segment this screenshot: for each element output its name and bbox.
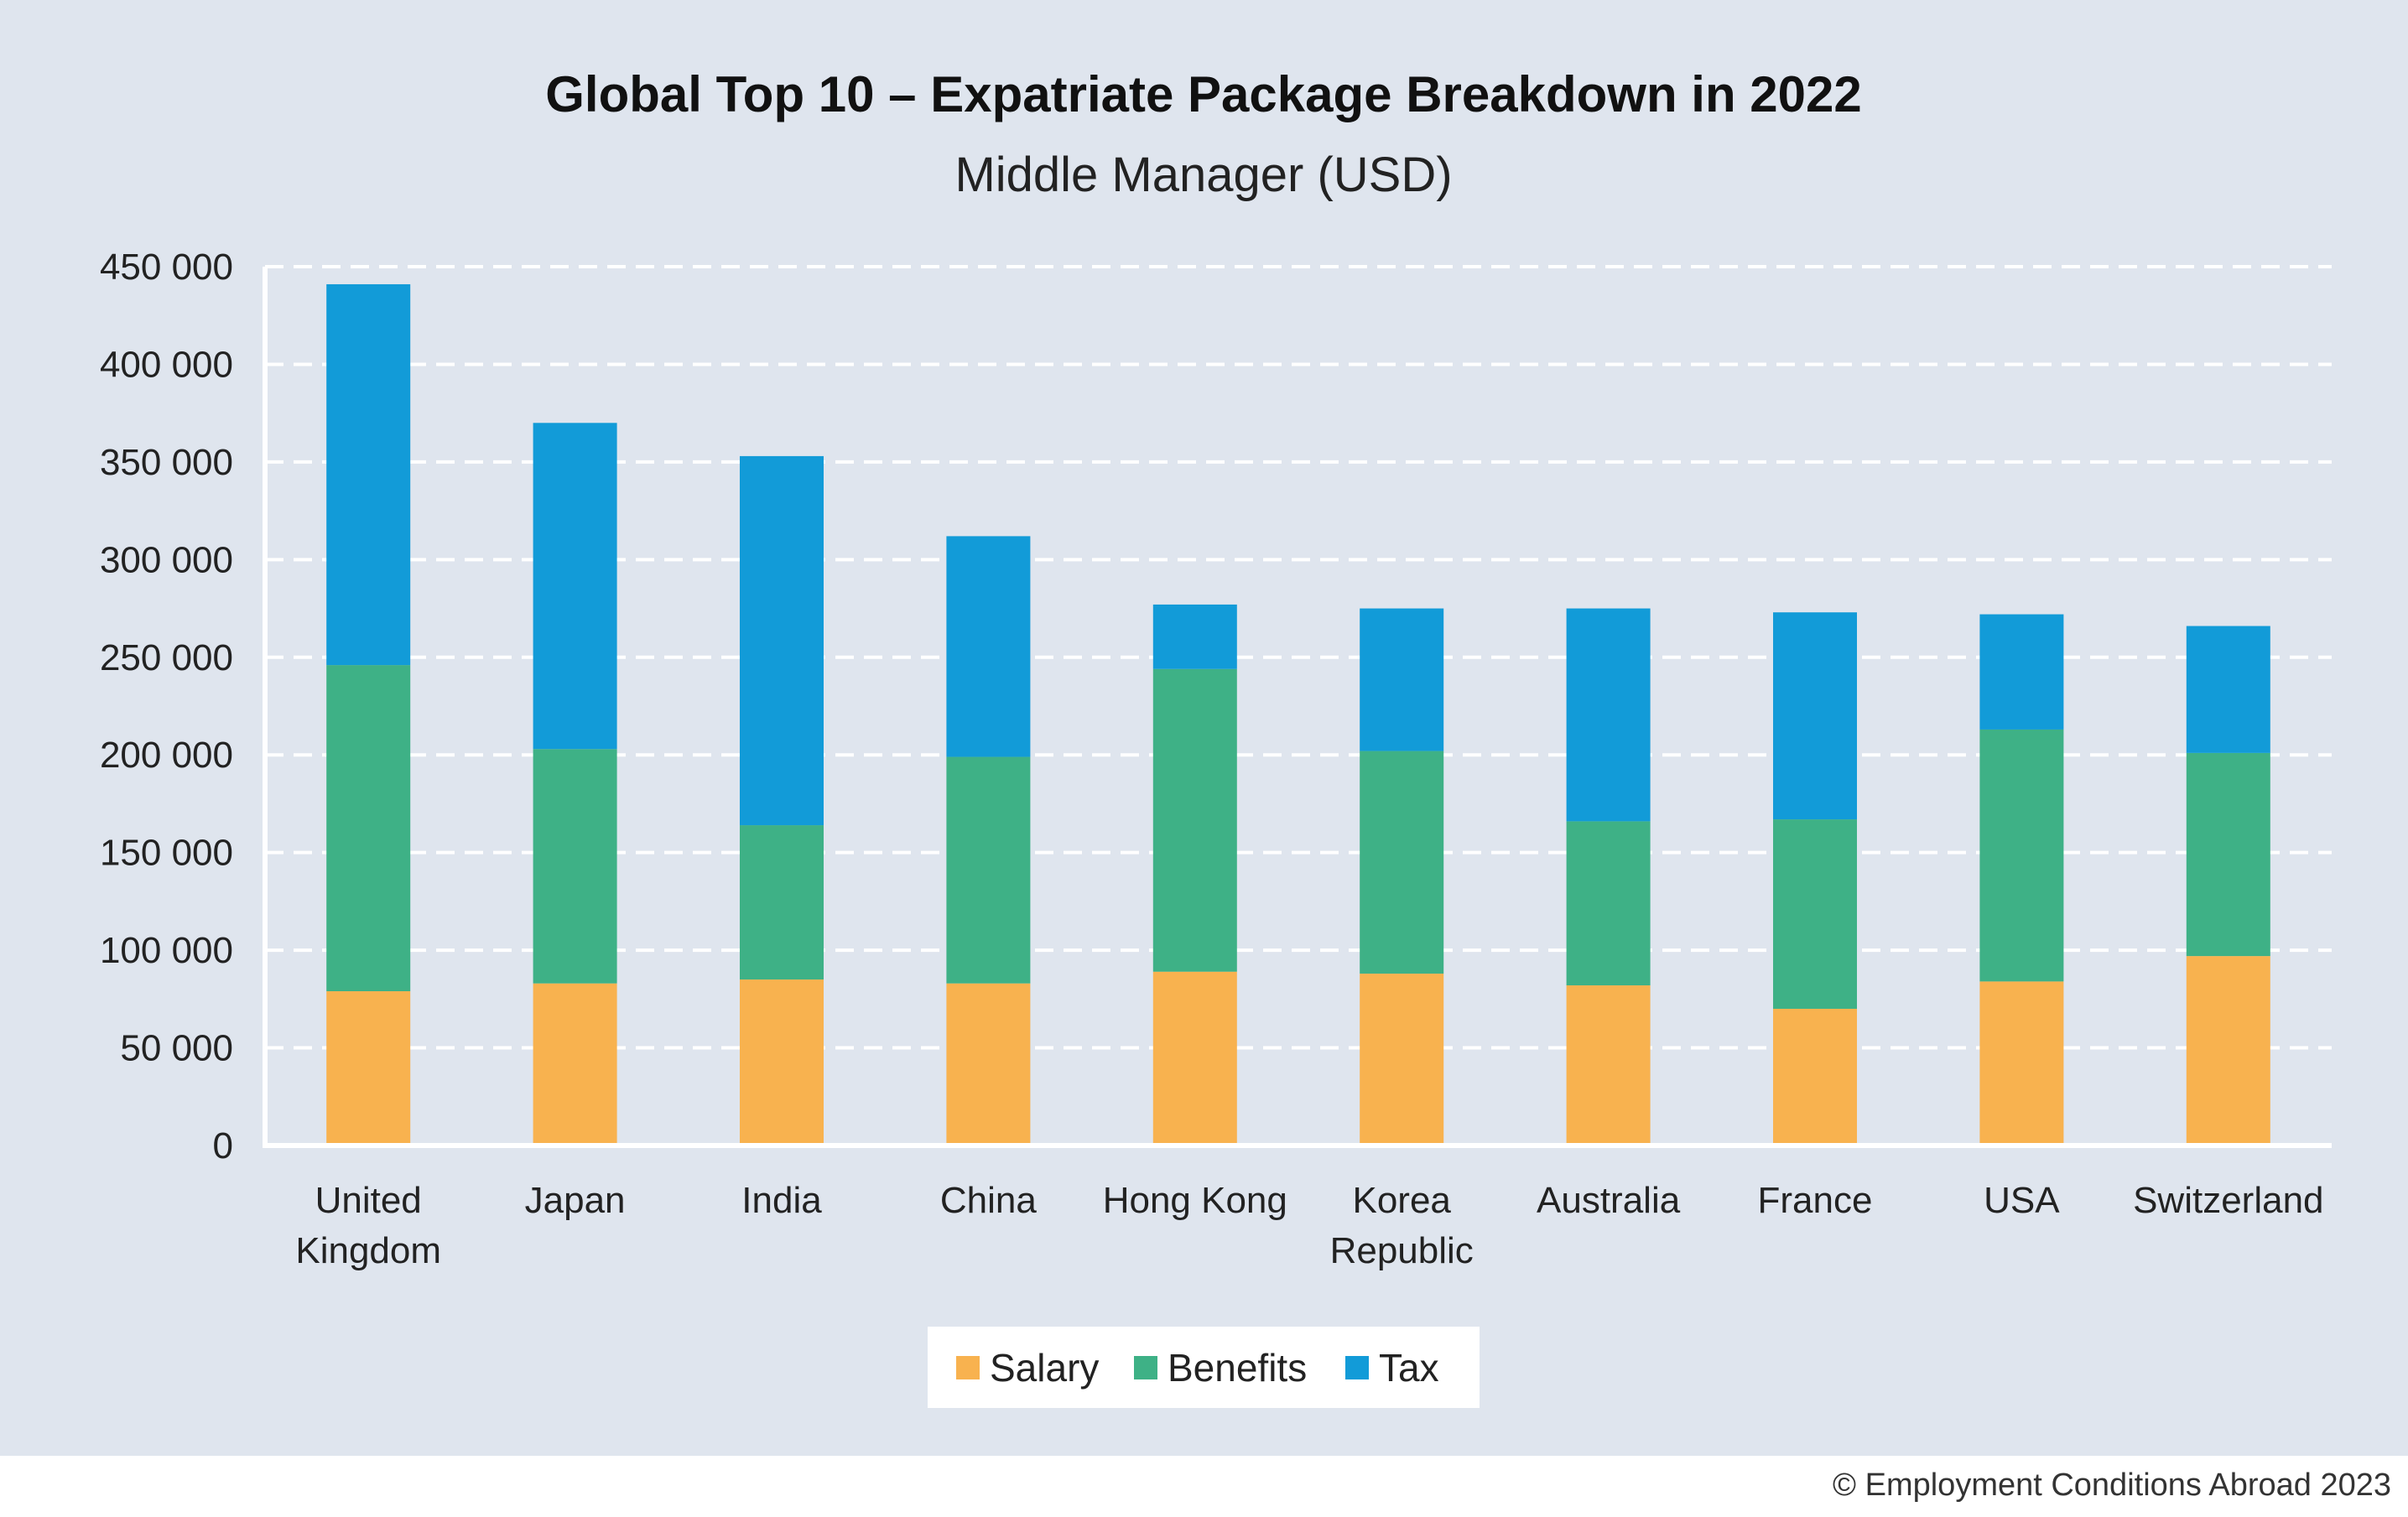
x-tick-label: Hong Kong (1103, 1180, 1287, 1221)
bar-benefits (1566, 821, 1651, 986)
legend-swatch-tax (1345, 1356, 1369, 1379)
x-tick-label: France (1758, 1180, 1873, 1221)
bar-benefits (1360, 751, 1444, 974)
bar-tax (1773, 612, 1857, 820)
chart-subtitle: Middle Manager (USD) (954, 148, 1452, 202)
chart-panel: Global Top 10 – Expatriate Package Break… (0, 0, 2408, 1456)
y-tick-label: 50 000 (120, 1028, 233, 1069)
bars (326, 283, 2270, 1146)
y-axis-ticks: 0 50 000 100 000 150 000 200 000 250 000 300 0… (100, 247, 233, 1166)
x-tick-label: Korea (1352, 1180, 1451, 1221)
y-tick-label: 100 000 (100, 930, 233, 971)
copyright-footer: © Employment Conditions Abroad 2023 (1833, 1468, 2391, 1503)
legend-swatch-benefits (1134, 1356, 1157, 1379)
bar-salary (1152, 971, 1237, 1146)
y-tick-label: 150 000 (100, 833, 233, 874)
x-tick-label: United (315, 1180, 422, 1221)
bar-benefits (1773, 819, 1857, 1009)
x-tick-label: Kingdom (295, 1230, 441, 1271)
y-tick-label: 450 000 (100, 247, 233, 288)
bar-tax (1152, 604, 1237, 669)
bar-salary (946, 983, 1031, 1146)
legend-swatch-salary (956, 1356, 980, 1379)
x-tick-label: Switzerland (2133, 1180, 2323, 1221)
bar-tax (2186, 626, 2270, 753)
bar-benefits (1152, 668, 1237, 972)
bar-salary (740, 979, 824, 1146)
y-tick-label: 250 000 (100, 637, 233, 678)
y-tick-label: 200 000 (100, 735, 233, 776)
x-tick-label: Australia (1537, 1180, 1681, 1221)
bar-salary (1773, 1008, 1857, 1146)
bar-benefits (946, 756, 1031, 984)
x-axis-labels: United Kingdom Japan India China Hong Kong Kor… (295, 1180, 2323, 1271)
bar-salary (1566, 985, 1651, 1146)
bar-tax (946, 536, 1031, 757)
bar-salary (533, 983, 617, 1146)
y-tick-label: 0 (213, 1125, 233, 1166)
x-tick-label: Japan (525, 1180, 626, 1221)
bar-benefits (740, 825, 824, 980)
x-tick-label: USA (1984, 1180, 2060, 1221)
legend-label-tax: Tax (1379, 1346, 1439, 1390)
legend: Salary Benefits Tax (928, 1327, 1480, 1408)
bar-tax (1566, 608, 1651, 822)
legend-label-salary: Salary (990, 1346, 1099, 1390)
bar-benefits (326, 665, 411, 992)
bar-tax (1360, 608, 1444, 751)
bar-salary (1360, 974, 1444, 1146)
bar-salary (2186, 956, 2270, 1146)
y-tick-label: 400 000 (100, 344, 233, 385)
bar-tax (533, 423, 617, 750)
chart-title: Global Top 10 – Expatriate Package Break… (545, 66, 1862, 122)
bar-benefits (1979, 729, 2064, 982)
y-tick-label: 300 000 (100, 539, 233, 580)
x-tick-label: India (741, 1180, 822, 1221)
bar-salary (326, 991, 411, 1146)
axes (263, 267, 2332, 1148)
y-tick-label: 350 000 (100, 442, 233, 483)
bar-benefits (533, 749, 617, 984)
bar-benefits (2186, 752, 2270, 957)
bar-tax (326, 283, 411, 666)
x-tick-label: China (940, 1180, 1037, 1221)
bar-tax (740, 455, 824, 826)
legend-label-benefits: Benefits (1168, 1346, 1307, 1390)
x-tick-label: Republic (1330, 1230, 1474, 1271)
bar-salary (1979, 981, 2064, 1146)
chart: Global Top 10 – Expatriate Package Break… (100, 66, 2332, 1408)
bar-tax (1979, 614, 2064, 730)
legend-box (928, 1327, 1480, 1408)
